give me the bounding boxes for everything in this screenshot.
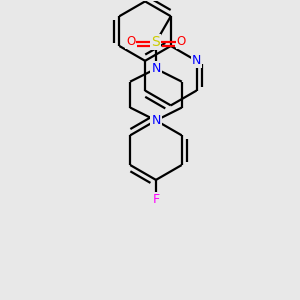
Text: N: N (151, 114, 160, 127)
Text: O: O (126, 35, 135, 49)
Text: O: O (177, 35, 186, 49)
Text: N: N (151, 62, 160, 75)
Text: F: F (152, 193, 160, 206)
Text: S: S (152, 35, 160, 49)
Text: N: N (192, 54, 201, 67)
